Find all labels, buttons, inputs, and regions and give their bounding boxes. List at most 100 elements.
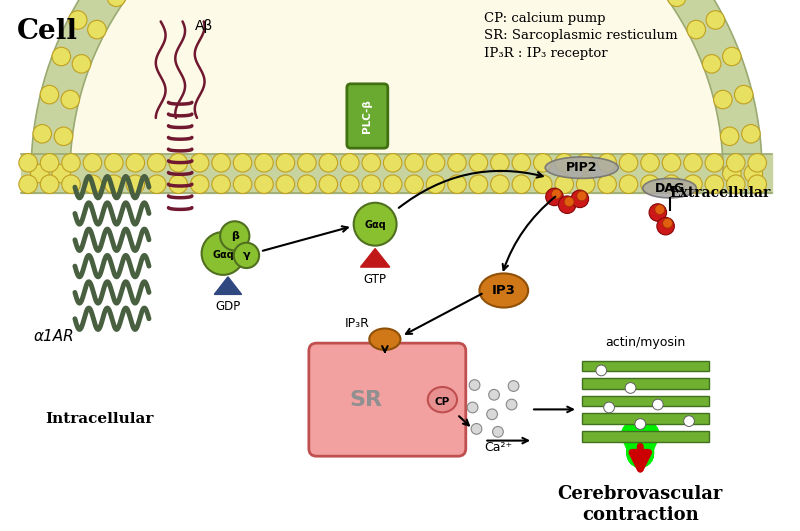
Circle shape [687, 20, 706, 39]
Circle shape [598, 175, 616, 193]
Circle shape [276, 153, 294, 172]
Circle shape [469, 175, 488, 193]
Ellipse shape [642, 178, 696, 198]
Circle shape [641, 153, 659, 172]
Circle shape [33, 125, 51, 143]
Circle shape [598, 153, 616, 172]
Circle shape [748, 153, 766, 172]
Text: IP₃R : IP₃ receptor: IP₃R : IP₃ receptor [484, 47, 608, 60]
Circle shape [52, 47, 70, 66]
Circle shape [512, 175, 530, 193]
Circle shape [655, 205, 665, 215]
Text: SR: SR [350, 390, 382, 409]
Circle shape [190, 153, 209, 172]
Circle shape [489, 389, 499, 400]
Bar [582, 413, 709, 424]
Circle shape [564, 197, 574, 207]
Circle shape [362, 175, 381, 193]
Circle shape [714, 90, 732, 109]
Circle shape [662, 218, 673, 228]
Circle shape [40, 85, 58, 104]
Circle shape [551, 189, 562, 199]
Bar [22, 154, 772, 193]
Circle shape [126, 175, 145, 193]
Circle shape [19, 175, 38, 193]
Circle shape [490, 175, 509, 193]
Text: CP: calcium pump: CP: calcium pump [484, 12, 606, 25]
Circle shape [190, 175, 209, 193]
Bar [582, 378, 709, 389]
Circle shape [83, 153, 102, 172]
Circle shape [147, 153, 166, 172]
Circle shape [426, 175, 445, 193]
Circle shape [667, 0, 686, 6]
Circle shape [448, 153, 466, 172]
Circle shape [405, 175, 423, 193]
Text: IP₃R: IP₃R [345, 317, 370, 330]
Circle shape [534, 175, 552, 193]
Circle shape [684, 416, 694, 426]
Bar [582, 361, 709, 371]
Circle shape [212, 175, 230, 193]
Circle shape [54, 127, 73, 145]
Circle shape [625, 383, 636, 393]
Circle shape [83, 175, 102, 193]
Circle shape [62, 153, 80, 172]
Circle shape [254, 175, 274, 193]
Circle shape [490, 153, 509, 172]
Circle shape [577, 153, 595, 172]
Circle shape [657, 217, 674, 235]
Circle shape [40, 153, 59, 172]
Circle shape [19, 153, 38, 172]
Text: γ: γ [242, 251, 250, 260]
Circle shape [298, 175, 316, 193]
Circle shape [341, 175, 359, 193]
Circle shape [169, 153, 187, 172]
Ellipse shape [370, 329, 401, 350]
Circle shape [705, 175, 724, 193]
Text: GDP: GDP [215, 300, 241, 313]
Circle shape [319, 153, 338, 172]
Circle shape [61, 90, 79, 109]
Circle shape [596, 365, 606, 376]
Circle shape [508, 381, 519, 391]
Circle shape [512, 153, 530, 172]
Circle shape [684, 153, 702, 172]
Circle shape [571, 190, 589, 208]
Circle shape [298, 153, 316, 172]
Circle shape [726, 153, 745, 172]
Circle shape [471, 424, 482, 434]
Circle shape [653, 399, 663, 410]
Circle shape [467, 402, 478, 413]
Circle shape [705, 153, 724, 172]
Circle shape [362, 153, 381, 172]
Circle shape [493, 426, 503, 437]
Circle shape [107, 0, 126, 6]
Circle shape [619, 153, 638, 172]
Circle shape [62, 175, 80, 193]
Text: IP3: IP3 [492, 284, 516, 297]
Circle shape [555, 175, 574, 193]
Circle shape [720, 127, 739, 145]
Circle shape [649, 204, 666, 221]
Ellipse shape [428, 387, 457, 413]
Circle shape [341, 153, 359, 172]
Circle shape [105, 153, 123, 172]
Circle shape [448, 175, 466, 193]
Circle shape [726, 175, 745, 193]
Circle shape [577, 191, 586, 201]
Circle shape [220, 221, 250, 251]
Circle shape [234, 243, 259, 268]
Circle shape [635, 418, 646, 430]
Polygon shape [214, 277, 242, 294]
FancyBboxPatch shape [347, 84, 388, 148]
Circle shape [383, 153, 402, 172]
Bar [582, 396, 709, 407]
Circle shape [234, 175, 252, 193]
Circle shape [276, 175, 294, 193]
Circle shape [619, 175, 638, 193]
Circle shape [506, 399, 517, 410]
Text: actin/myosin: actin/myosin [605, 336, 686, 349]
Circle shape [234, 153, 252, 172]
Text: Aβ: Aβ [194, 20, 213, 33]
